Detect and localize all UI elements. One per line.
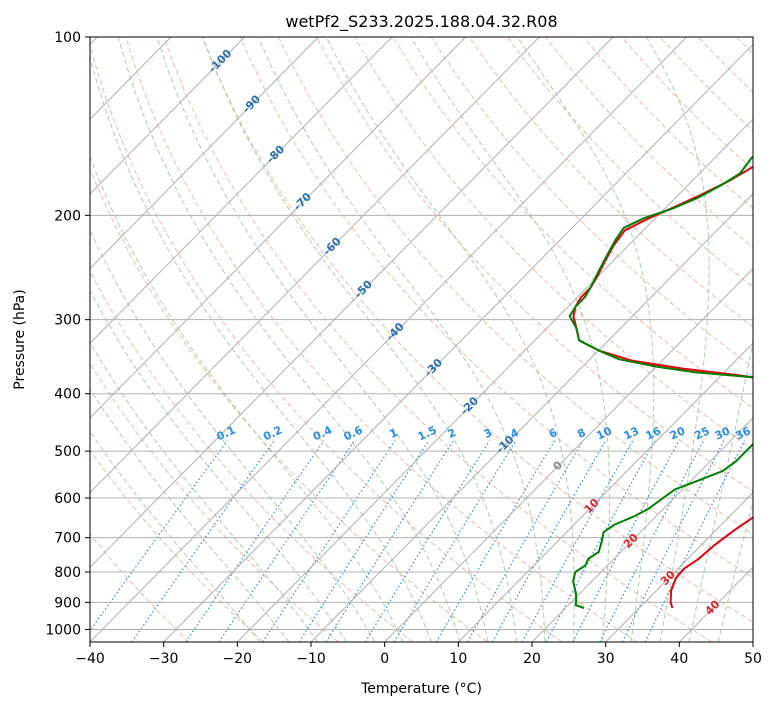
mixing-ratio-line xyxy=(218,440,356,642)
x-axis-label: Temperature (°C) xyxy=(360,681,482,697)
moist-adiabat-line xyxy=(717,499,753,642)
dry-adiabat-line xyxy=(90,167,488,642)
x-tick-label: −40 xyxy=(75,651,105,667)
isotherm-grid-line xyxy=(752,641,753,642)
mixing-ratio-label: 30 xyxy=(713,424,733,442)
isotherm-grid-line xyxy=(163,43,753,642)
isotherm-grid-line xyxy=(90,37,688,642)
mixing-ratio-line xyxy=(621,440,725,642)
y-tick-label: 500 xyxy=(54,444,81,460)
dry-adiabat-line xyxy=(468,37,753,328)
isotherm-grid-line xyxy=(90,37,467,419)
mixing-ratio-line xyxy=(298,440,430,642)
x-tick-label: 0 xyxy=(380,651,389,667)
x-tick-label: 40 xyxy=(670,651,688,667)
dry-adiabat-line xyxy=(239,37,753,579)
y-tick-label: 800 xyxy=(54,565,81,581)
isotherm-grid-line xyxy=(457,342,753,642)
y-tick-label: 600 xyxy=(54,491,81,507)
chart-title: wetPf2_S233.2025.188.04.32.R08 xyxy=(285,12,557,32)
mixing-ratio-line xyxy=(131,440,275,642)
mixing-ratio-label: 10 xyxy=(594,424,614,442)
mixing-ratio-label: 25 xyxy=(692,424,711,442)
dry-adiabat-line xyxy=(201,37,753,623)
dry-adiabat-line xyxy=(354,37,753,451)
y-tick-label: 200 xyxy=(54,208,81,224)
moist-adiabat-line xyxy=(688,339,753,642)
x-tick-label: −20 xyxy=(223,651,253,667)
isotherm-grid-line xyxy=(90,37,540,494)
mixing-ratio-line xyxy=(491,440,607,642)
y-tick-label: 1000 xyxy=(45,622,81,638)
x-tick-label: −30 xyxy=(149,651,179,667)
x-tick-label: 30 xyxy=(597,651,615,667)
x-tick-label: 10 xyxy=(449,651,467,667)
isotherm-grid-line xyxy=(90,37,614,569)
moist-adiabat-line xyxy=(645,37,710,642)
dry-adiabat-line xyxy=(163,37,712,642)
dry-adiabat-line xyxy=(316,37,753,493)
plot-background xyxy=(90,37,753,642)
mixing-ratio-line xyxy=(325,440,454,642)
moist-adiabat-line xyxy=(90,341,319,642)
isotherm-grid-line xyxy=(531,417,753,642)
moist-adiabat-line xyxy=(325,37,575,642)
mixing-ratio-label: 36 xyxy=(733,424,753,442)
mixing-ratio-label: 13 xyxy=(622,424,641,442)
dry-adiabat-line xyxy=(90,270,414,642)
mixing-ratio-line xyxy=(364,440,490,642)
isotherm-grid-line xyxy=(605,491,753,642)
y-tick-label: 700 xyxy=(54,531,81,547)
mixing-ratio-line xyxy=(435,440,556,642)
y-tick-label: 900 xyxy=(54,595,81,611)
mixing-ratio-line xyxy=(644,440,746,642)
moist-adiabat-line xyxy=(90,430,261,642)
isotherm-grid-line xyxy=(384,267,753,642)
mixing-ratio-line xyxy=(90,440,228,632)
y-tick-label: 300 xyxy=(54,313,81,329)
isotherm-grid-line xyxy=(236,118,753,642)
moist-adiabat-line xyxy=(117,37,461,642)
mixing-ratio-label: 20 xyxy=(668,424,688,442)
moist-adiabat-line xyxy=(90,289,347,642)
series-layer xyxy=(568,155,753,609)
moist-adiabat-line xyxy=(90,55,432,642)
dry-adiabat-line xyxy=(125,37,638,642)
axis-ticks: −40 −30 −20 −10 0 10 20 30 40 50 100 200 300 400 500 60… xyxy=(45,30,762,667)
y-tick-label: 100 xyxy=(54,30,81,46)
y-axis-label: Pressure (hPa) xyxy=(12,289,28,389)
temperature-profile-line xyxy=(572,165,753,609)
moist-adiabat-line xyxy=(90,388,290,642)
plot-frame xyxy=(89,36,754,643)
moist-adiabat-line xyxy=(90,155,404,642)
moist-adiabat-line xyxy=(156,37,489,642)
x-tick-label: 50 xyxy=(744,651,762,667)
moist-adiabat-line xyxy=(90,229,376,642)
x-tick-label: 20 xyxy=(523,651,541,667)
mixing-ratio-label: 16 xyxy=(644,424,664,442)
isotherm-grid-line xyxy=(90,37,246,195)
isotherm-grid-line xyxy=(90,37,393,344)
moist-adiabat-line xyxy=(517,37,655,642)
moist-adiabat-line xyxy=(202,37,517,642)
mixing-ratio-line xyxy=(545,440,656,642)
background-lines xyxy=(90,37,753,642)
mixing-ratio-line xyxy=(262,440,396,642)
y-tick-label: 400 xyxy=(54,387,81,403)
isotherm-grid-line xyxy=(90,37,319,270)
moist-adiabat-line xyxy=(257,37,546,642)
moist-adiabat-line xyxy=(410,37,611,642)
mixing-ratio-line xyxy=(185,440,325,642)
dry-adiabat-line xyxy=(90,533,190,642)
mixing-ratio-line xyxy=(521,440,634,642)
x-tick-label: −10 xyxy=(296,651,326,667)
dewpoint-profile-line xyxy=(568,155,753,609)
isotherm-grid-line xyxy=(310,193,753,642)
